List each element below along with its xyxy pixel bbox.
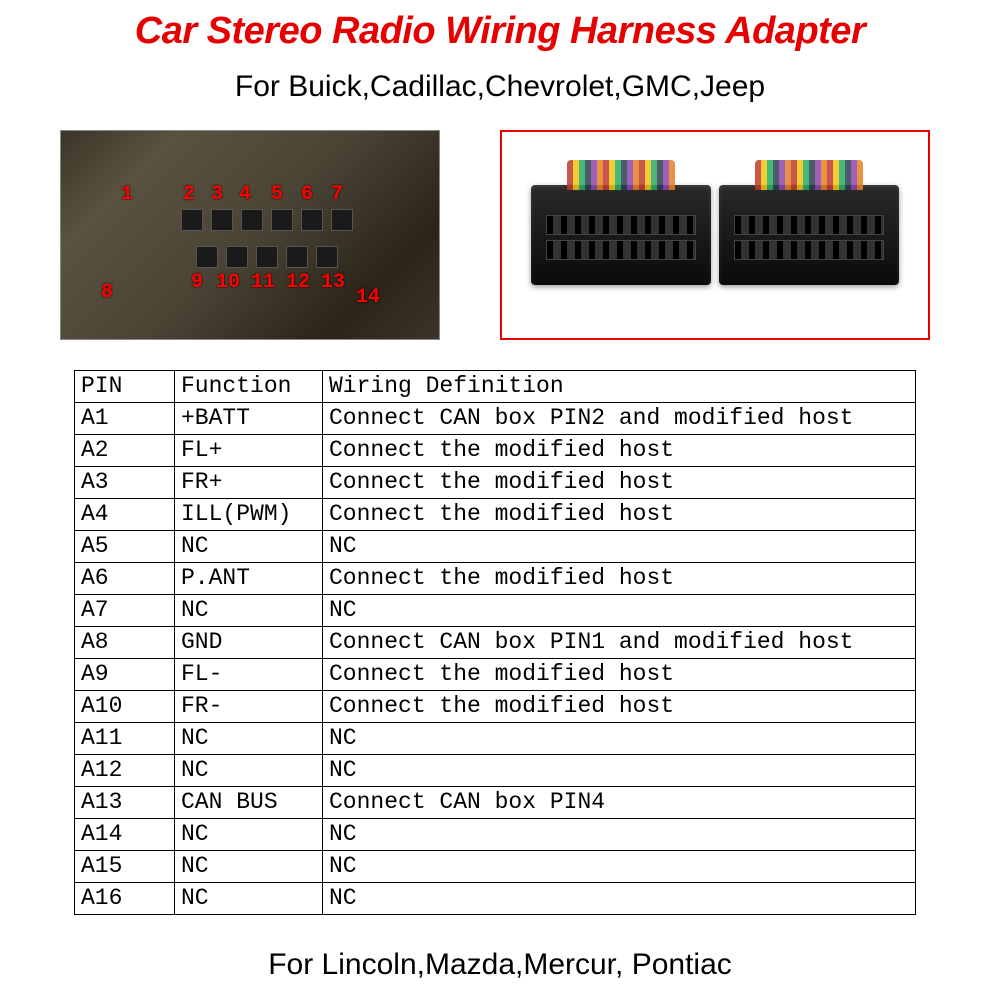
table-cell: NC [323,755,916,787]
pin-label-7: 7 [331,183,343,206]
table-cell: Connect CAN box PIN1 and modified host [323,627,916,659]
table-cell: FL+ [175,435,323,467]
footer-text: For Lincoln,Mazda,Mercur, Pontiac [0,948,1000,982]
table-cell: NC [175,883,323,915]
table-row: A6P.ANTConnect the modified host [75,563,916,595]
table-cell: FR+ [175,467,323,499]
table-header-cell: Wiring Definition [323,371,916,403]
table-cell: ILL(PWM) [175,499,323,531]
table-row: A14NCNC [75,819,916,851]
table-cell: NC [323,723,916,755]
wiring-table: PINFunctionWiring DefinitionA1+BATTConne… [74,370,916,915]
harness-plugs-photo [500,130,930,340]
pin-label-3: 3 [211,183,223,206]
table-row: A16NCNC [75,883,916,915]
table-cell: Connect CAN box PIN4 [323,787,916,819]
table-cell: NC [175,723,323,755]
table-cell: Connect the modified host [323,435,916,467]
pin-label-6: 6 [301,183,313,206]
table-cell: A16 [75,883,175,915]
table-header-cell: Function [175,371,323,403]
table-cell: A4 [75,499,175,531]
table-cell: NC [323,851,916,883]
table-row: A12NCNC [75,755,916,787]
table-cell: A6 [75,563,175,595]
table-row: A1+BATTConnect CAN box PIN2 and modified… [75,403,916,435]
table-cell: A7 [75,595,175,627]
table-cell: NC [323,883,916,915]
table-cell: A12 [75,755,175,787]
table-row: A11NCNC [75,723,916,755]
table-cell: Connect the modified host [323,659,916,691]
table-cell: A14 [75,819,175,851]
pin-label-5: 5 [271,183,283,206]
table-cell: A13 [75,787,175,819]
pin-label-1: 1 [121,183,133,206]
table-cell: A2 [75,435,175,467]
pin-label-2: 2 [183,183,195,206]
table-cell: A9 [75,659,175,691]
table-row: A5NCNC [75,531,916,563]
table-cell: NC [175,755,323,787]
table-row: A9FL-Connect the modified host [75,659,916,691]
table-cell: Connect the modified host [323,563,916,595]
table-cell: A3 [75,467,175,499]
connector-pinout-photo: 1 2 3 4 5 6 7 8 9 10 11 12 13 14 [60,130,440,340]
table-row: A3FR+Connect the modified host [75,467,916,499]
table-cell: P.ANT [175,563,323,595]
table-cell: +BATT [175,403,323,435]
pin-label-8: 8 [101,281,113,304]
pin-label-10: 10 [216,271,240,294]
plug-right [719,185,899,285]
table-cell: NC [175,819,323,851]
table-cell: A1 [75,403,175,435]
pin-label-12: 12 [286,271,310,294]
table-row: A8GNDConnect CAN box PIN1 and modified h… [75,627,916,659]
table-row: A13CAN BUSConnect CAN box PIN4 [75,787,916,819]
table-cell: NC [175,851,323,883]
pin-label-11: 11 [251,271,275,294]
table-cell: GND [175,627,323,659]
table-cell: NC [323,819,916,851]
table-cell: Connect the modified host [323,691,916,723]
main-title: Car Stereo Radio Wiring Harness Adapter [0,10,1000,53]
pin-label-13: 13 [321,271,345,294]
pin-label-9: 9 [191,271,203,294]
table-cell: A15 [75,851,175,883]
table-cell: Connect CAN box PIN2 and modified host [323,403,916,435]
table-cell: NC [175,595,323,627]
table-cell: Connect the modified host [323,499,916,531]
table-row: A2FL+Connect the modified host [75,435,916,467]
table-cell: A5 [75,531,175,563]
table-cell: NC [323,595,916,627]
table-cell: CAN BUS [175,787,323,819]
pin-label-14: 14 [356,286,380,309]
images-row: 1 2 3 4 5 6 7 8 9 10 11 12 13 14 [60,130,940,350]
table-cell: A10 [75,691,175,723]
table-cell: Connect the modified host [323,467,916,499]
table-cell: A8 [75,627,175,659]
table-cell: NC [323,531,916,563]
table-cell: FR- [175,691,323,723]
table-header-cell: PIN [75,371,175,403]
pin-label-4: 4 [239,183,251,206]
table-row: A15NCNC [75,851,916,883]
subtitle: For Buick,Cadillac,Chevrolet,GMC,Jeep [0,70,1000,104]
table-cell: FL- [175,659,323,691]
table-row: A10FR-Connect the modified host [75,691,916,723]
table-cell: NC [175,531,323,563]
table-row: A7NCNC [75,595,916,627]
table-cell: A11 [75,723,175,755]
table-row: A4ILL(PWM)Connect the modified host [75,499,916,531]
plug-left [531,185,711,285]
